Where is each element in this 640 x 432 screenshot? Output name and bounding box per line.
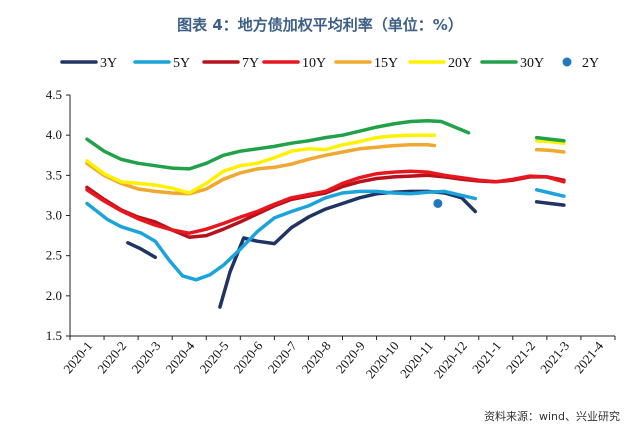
y-tick-label: 4.0	[46, 127, 62, 142]
x-tick-label: 2020-11	[397, 338, 436, 380]
legend-label: 7Y	[242, 56, 259, 71]
axes: 1.52.02.53.03.54.04.52020-12020-22020-32…	[46, 87, 616, 381]
series-line-20Y	[85, 133, 437, 195]
legend-label: 3Y	[100, 56, 117, 71]
series-line-5Y	[85, 189, 478, 282]
x-tick-label: 2020-5	[196, 338, 231, 376]
x-tick-label: 2020-12	[431, 338, 470, 381]
x-tick-label: 2020-3	[128, 338, 163, 376]
x-tick-label: 2021-2	[503, 338, 538, 376]
y-tick-label: 3.5	[46, 167, 62, 182]
series-line-30Y	[85, 118, 471, 171]
x-tick-label: 2021-4	[571, 338, 606, 376]
series-line-3Y	[126, 241, 157, 260]
legend-label: 2Y	[582, 56, 599, 71]
y-tick-label: 3.0	[46, 208, 62, 223]
x-tick-label: 2020-8	[299, 338, 334, 376]
series-line-10Y	[85, 169, 566, 235]
y-tick-label: 2.0	[46, 288, 62, 303]
x-tick-label: 2020-1	[60, 338, 95, 376]
x-tick-label: 2020-6	[230, 338, 265, 376]
series-line-15Y	[85, 143, 437, 196]
x-tick-label: 2020-2	[94, 338, 129, 376]
plot-area	[85, 118, 566, 309]
series-line-30Y	[534, 135, 566, 143]
y-tick-label: 4.5	[46, 87, 62, 102]
series-point-2Y	[433, 198, 443, 208]
legend-label: 20Y	[448, 56, 472, 71]
series-line-20Y	[534, 139, 566, 145]
x-tick-label: 2021-1	[469, 338, 504, 376]
series-line-5Y	[534, 188, 566, 198]
series-line-3Y	[218, 189, 478, 309]
y-tick-label: 2.5	[46, 248, 62, 263]
x-tick-label: 2020-10	[363, 338, 402, 381]
x-tick-label: 2020-7	[265, 338, 300, 376]
chart-title: 图表 4：地方债加权平均利率（单位：%）	[177, 16, 463, 34]
source-note: 资料来源：wind、兴业研究	[484, 409, 620, 423]
legend-label: 30Y	[520, 56, 544, 71]
y-tick-label: 1.5	[46, 328, 62, 343]
legend-label: 5Y	[173, 56, 190, 71]
legend-label: 10Y	[302, 56, 326, 71]
x-tick-label: 2020-4	[162, 338, 197, 376]
legend-label: 15Y	[374, 56, 398, 71]
series-line-15Y	[534, 147, 566, 154]
x-tick-label: 2021-3	[537, 338, 572, 376]
legend: 3Y 5Y 7Y 10Y 15Y 20Y 30Y 2Y	[60, 56, 599, 71]
legend-marker-2Y	[562, 57, 572, 67]
series-line-3Y	[534, 200, 566, 207]
